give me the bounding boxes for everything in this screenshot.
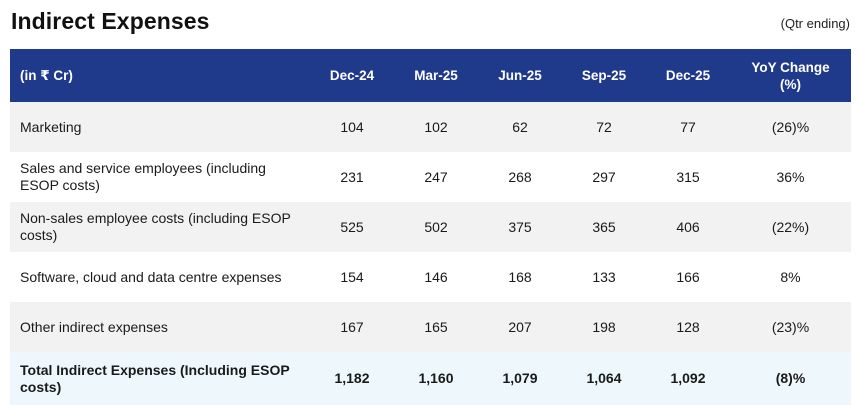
yoy-value: (22%): [771, 218, 810, 235]
cell-value: 502: [424, 218, 448, 235]
cell-value: 104: [340, 118, 364, 135]
cell-value: 207: [508, 318, 532, 335]
table-row: Other indirect expenses 167 165 207 198 …: [10, 302, 851, 352]
cell-value: 167: [340, 318, 364, 335]
cell-value: 154: [340, 268, 364, 285]
unit-header: (in ₹ Cr): [20, 68, 73, 83]
yoy-value: 36%: [776, 168, 805, 185]
table-row: Marketing 104 102 62 72 77 (26)%: [10, 102, 851, 152]
cell-value: 72: [596, 118, 612, 135]
period-note: (Qtr ending): [780, 16, 850, 31]
cell-value: 102: [424, 118, 448, 135]
cell-value: 525: [340, 218, 364, 235]
table-row: Non-sales employee costs (including ESOP…: [10, 202, 851, 252]
column-header: Sep-25: [581, 68, 627, 83]
cell-value: 168: [508, 268, 532, 285]
cell-value: 375: [508, 218, 532, 235]
column-header: Mar-25: [414, 68, 458, 83]
page-title: Indirect Expenses: [11, 8, 210, 34]
cell-value: 166: [676, 268, 700, 285]
cell-value: 297: [592, 168, 616, 185]
total-yoy-value: (8)%: [775, 370, 806, 386]
table-header-row: (in ₹ Cr) Dec-24 Mar-25 Jun-25 Sep-25 De…: [10, 49, 851, 102]
yoy-header-label: YoY Change: [751, 59, 830, 75]
total-label: Total Indirect Expenses (Including ESOP …: [20, 361, 290, 395]
total-value: 1,064: [586, 370, 622, 386]
column-header: Dec-24: [329, 68, 375, 83]
yoy-header: YoY Change (%): [730, 49, 851, 102]
total-value: 1,092: [670, 370, 706, 386]
total-value: 1,182: [334, 370, 370, 386]
cell-value: 365: [592, 218, 616, 235]
row-label: Marketing: [20, 118, 82, 135]
cell-value: 165: [424, 318, 448, 335]
cell-value: 133: [592, 268, 616, 285]
yoy-value: 8%: [780, 268, 801, 285]
cell-value: 77: [680, 118, 696, 135]
indirect-expenses-table: (in ₹ Cr) Dec-24 Mar-25 Jun-25 Sep-25 De…: [10, 49, 851, 405]
row-label: Software, cloud and data centre expenses: [20, 268, 282, 285]
cell-value: 62: [512, 118, 528, 135]
total-value: 1,160: [418, 370, 454, 386]
cell-value: 247: [424, 168, 448, 185]
yoy-value: (23)%: [771, 318, 810, 335]
yoy-value: (26)%: [771, 118, 810, 135]
total-value: 1,079: [502, 370, 538, 386]
total-row: Total Indirect Expenses (Including ESOP …: [10, 352, 851, 405]
yoy-header-unit: (%): [780, 76, 801, 92]
column-header: Dec-25: [665, 68, 711, 83]
column-header: Jun-25: [498, 68, 542, 83]
cell-value: 406: [676, 218, 700, 235]
row-label: Sales and service employees (including E…: [20, 160, 266, 193]
cell-value: 315: [676, 168, 700, 185]
cell-value: 146: [424, 268, 448, 285]
table-row: Sales and service employees (including E…: [10, 152, 851, 202]
cell-value: 128: [676, 318, 700, 335]
cell-value: 198: [592, 318, 616, 335]
cell-value: 268: [508, 168, 532, 185]
row-label: Other indirect expenses: [20, 318, 168, 335]
table-row: Software, cloud and data centre expenses…: [10, 252, 851, 302]
cell-value: 231: [340, 168, 364, 185]
row-label: Non-sales employee costs (including ESOP…: [20, 210, 291, 243]
